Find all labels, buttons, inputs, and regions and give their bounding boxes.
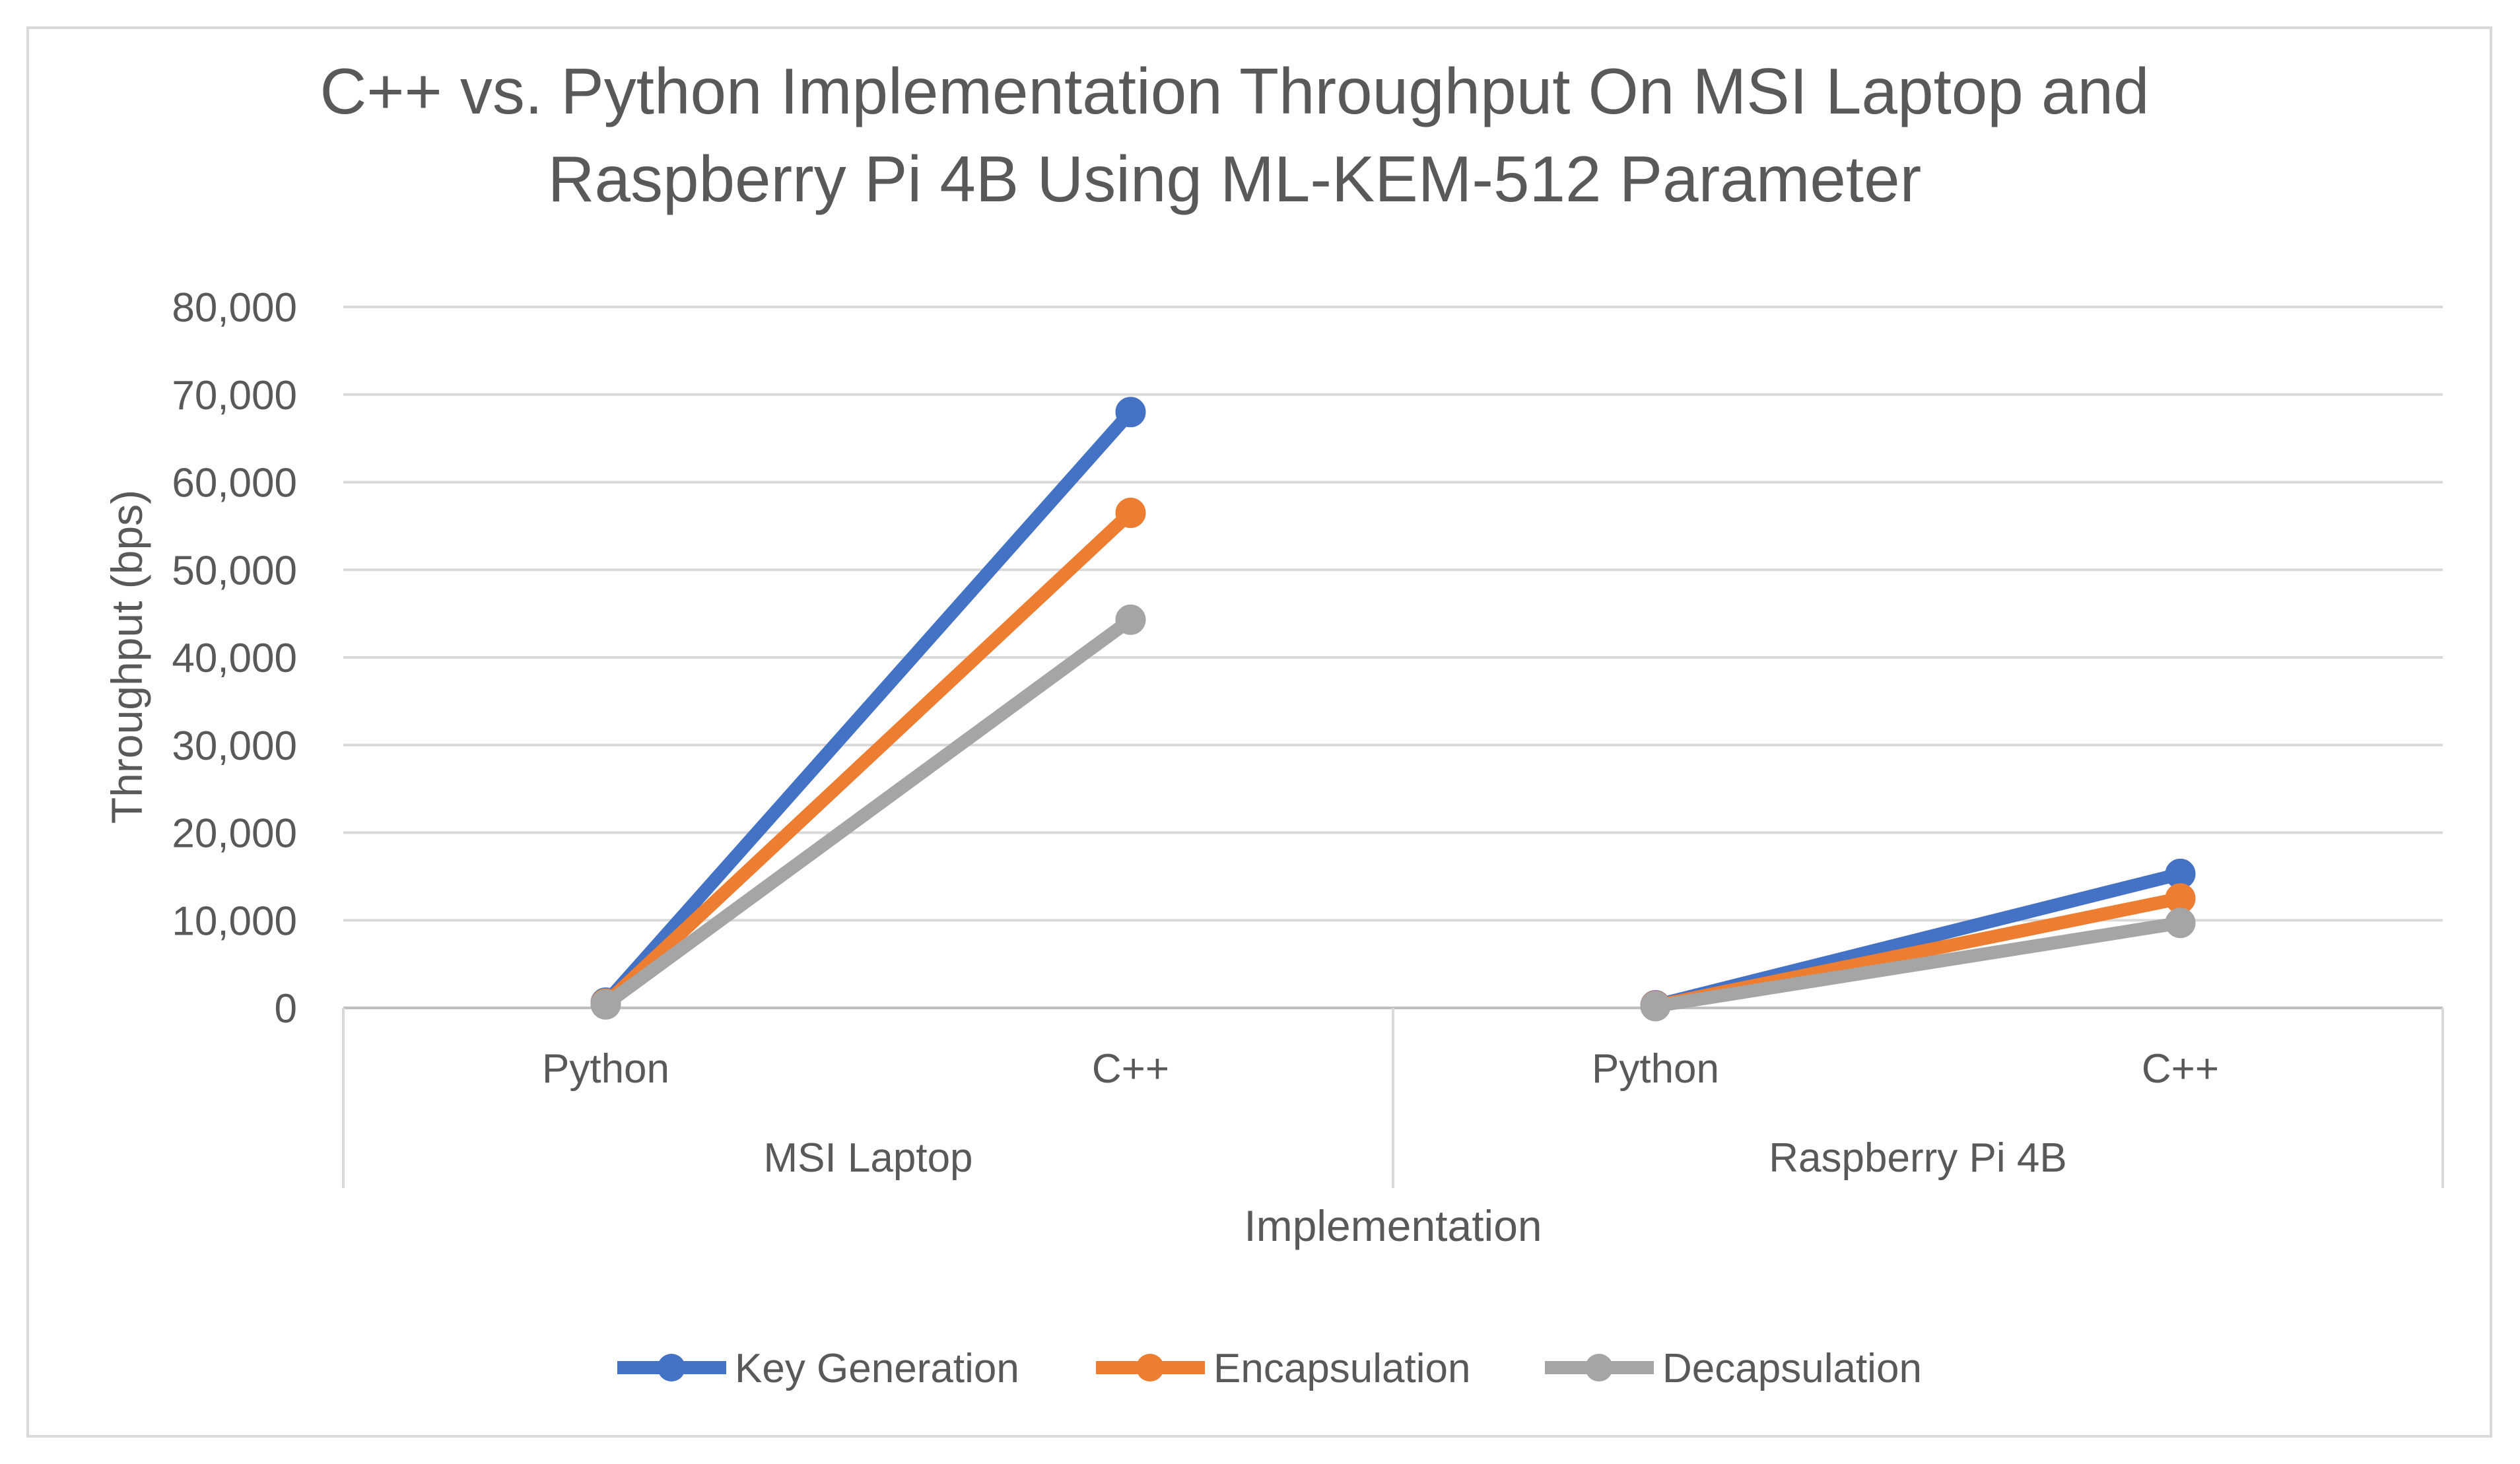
data-point (2165, 908, 2196, 939)
legend-item: Encapsulation (1096, 1346, 1471, 1391)
chart-frame (26, 26, 2492, 1438)
x-tick-label: Python (1592, 1046, 1719, 1092)
legend-marker (658, 1354, 685, 1381)
legend-label: Key Generation (735, 1346, 1019, 1391)
y-tick-label: 70,000 (172, 373, 297, 418)
chart-title-line-1: C++ vs. Python Implementation Throughput… (320, 55, 2149, 127)
x-axis: Python C++ Python C++ MSI Laptop Raspberry Pi… (342, 1007, 2444, 1188)
y-tick-label: 30,000 (172, 723, 297, 769)
series-decapsulation (590, 604, 2196, 1022)
legend: Key Generation Encapsulation Decapsulation (617, 1346, 1922, 1391)
legend-item: Decapsulation (1545, 1346, 1922, 1391)
y-tick-label: 60,000 (172, 461, 297, 506)
x-group-label: Raspberry Pi 4B (1769, 1135, 2066, 1181)
data-point (1115, 397, 1146, 428)
x-tick-label: C++ (1092, 1046, 1169, 1092)
series-encapsulation (590, 497, 2196, 1021)
data-point (1640, 991, 1671, 1022)
series-line (599, 613, 1138, 1011)
series (590, 397, 2196, 1022)
chart-title-line-2: Raspberry Pi 4B Using ML-KEM-512 Paramet… (548, 143, 1922, 215)
data-point (1115, 604, 1146, 635)
y-axis-tick-labels: 0 10,000 20,000 30,000 40,000 50,000 60,000 70,… (172, 285, 297, 1032)
y-tick-label: 80,000 (172, 285, 297, 331)
series-key-generation (590, 397, 2196, 1021)
series-line (1649, 916, 2187, 1013)
y-tick-label: 10,000 (172, 898, 297, 944)
y-tick-label: 20,000 (172, 811, 297, 857)
x-tick-label: Python (542, 1046, 669, 1092)
y-tick-label: 40,000 (172, 636, 297, 681)
series-line (599, 405, 1138, 1010)
chart-title: C++ vs. Python Implementation Throughput… (320, 55, 2149, 215)
legend-marker (1585, 1354, 1613, 1381)
legend-marker (1136, 1354, 1164, 1381)
gridlines (343, 306, 2443, 922)
data-point (590, 989, 621, 1020)
legend-item: Key Generation (617, 1346, 1019, 1391)
y-tick-label: 0 (275, 986, 297, 1032)
x-tick-label: C++ (2142, 1046, 2219, 1092)
series-line (599, 506, 1138, 1011)
x-group-label: MSI Laptop (763, 1135, 972, 1181)
legend-label: Decapsulation (1662, 1346, 1922, 1391)
y-tick-label: 50,000 (172, 548, 297, 593)
x-axis-label: Implementation (1244, 1201, 1542, 1250)
y-axis-label: Throughput (bps) (102, 490, 151, 824)
data-point (1115, 497, 1146, 528)
legend-label: Encapsulation (1213, 1346, 1471, 1391)
